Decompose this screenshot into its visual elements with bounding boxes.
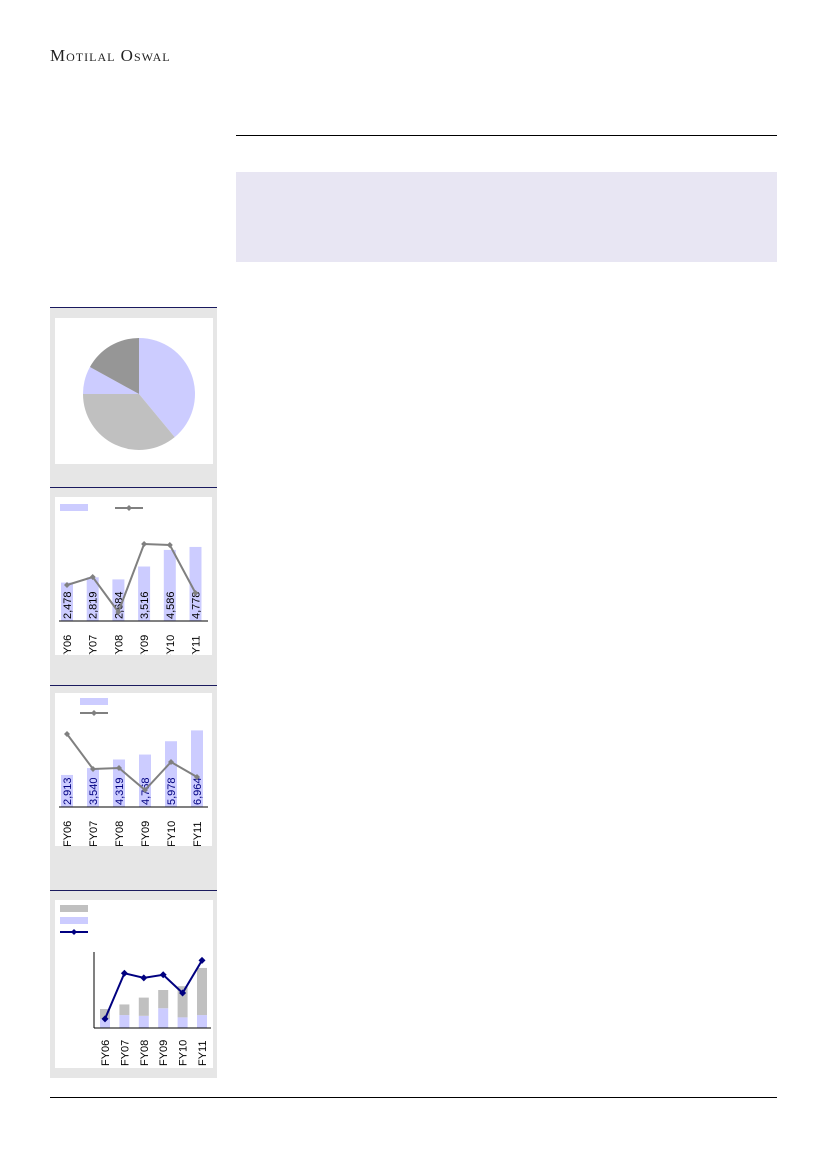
line-series [104,959,203,1020]
line-point [142,787,148,794]
pie-slice [83,367,139,394]
line-point [140,974,148,982]
pie-slice [89,338,139,394]
legend-marker [71,929,77,935]
x-tick-label: FY09 [139,635,151,655]
bar-segment [197,967,207,1016]
x-tick-label: FY10 [165,635,177,655]
bar-segment [100,1018,110,1028]
footer-rule [50,1097,777,1098]
bar [189,546,202,621]
legend-bar-swatch [60,504,88,511]
x-tick-label: FY09 [140,821,152,846]
bar [139,754,151,807]
x-tick-label: FY11 [192,822,204,846]
bar [138,566,151,621]
line-point [64,581,70,588]
bar-segment [158,990,169,1009]
x-tick-label: FY10 [166,821,178,846]
line-series [66,733,198,792]
x-tick-label: FY07 [119,1040,131,1066]
pie-chart-panel [50,307,217,488]
legend-bar-swatch [80,698,108,705]
line-point [64,731,70,738]
legend-marker [91,710,97,716]
x-tick-label: FY07 [88,635,100,655]
x-tick-label: FY06 [62,635,74,655]
data-label: 5,978 [166,777,178,805]
x-tick-label: FY07 [88,821,100,846]
x-tick-label: FY08 [114,821,126,846]
x-tick-label: FY09 [158,1040,170,1066]
x-tick-label: FY10 [178,1040,190,1066]
bar [61,774,73,807]
line-point [179,989,187,997]
line-point [192,590,199,597]
data-label: 3,540 [88,777,100,805]
x-tick-label: FY06 [100,1040,112,1066]
line-point [101,1015,109,1023]
data-label: 2,819 [88,591,100,619]
data-label: 3,516 [139,591,151,619]
line-point [89,573,96,580]
legend-marker [126,505,132,511]
line-point [115,609,122,616]
bar-segment [177,1017,188,1028]
legend-swatch [60,905,88,912]
bar [86,577,99,621]
data-label: 6,964 [192,777,204,805]
line-point [194,774,200,781]
line-point [120,969,128,977]
line-point [116,765,122,772]
bar [191,730,203,807]
data-label: 2,913 [62,777,74,805]
highlight-box [236,172,777,262]
bar [163,549,176,621]
bar [165,741,177,807]
bar-line-chart-2: 2,913FY063,540FY074,319FY084,768FY095,97… [59,698,208,847]
chart-panel-2: 2,478 FY06 2,819 FY07 2,684 FY08 3,516 FY09 4,58… [50,487,217,686]
line-point [159,971,167,979]
bar-segment [100,1009,110,1019]
logo: Motilal Oswal [50,46,171,65]
x-tick-label: FY11 [197,1041,209,1066]
bar-segment [138,997,149,1016]
data-label: 2,478 [62,591,74,619]
bar-segment [158,1008,169,1028]
bar-line-chart-1: 2,478FY062,819FY072,684FY083,516FY094,58… [59,504,208,661]
data-label: 4,586 [165,591,177,619]
line-point [166,542,173,549]
bar [87,768,99,807]
pie-slice [83,394,175,450]
header-rule [236,135,777,136]
pie-slice [139,338,196,438]
bar-segment [138,1015,149,1028]
bar-segment [197,1015,207,1028]
legend-swatch [60,917,88,924]
pie-chart [83,338,196,450]
x-tick-label: FY06 [62,821,74,846]
x-tick-label: FY11 [191,636,203,655]
line-point [141,540,148,547]
line-point [168,758,174,765]
x-tick-label: FY08 [113,635,125,655]
chart-panel-4: FY06 FY07 FY08 FY09 FY10 FY11 [50,890,217,1078]
bar [112,579,125,621]
data-label: 4,319 [114,777,126,805]
data-label: 4,778 [191,591,203,619]
line-series [66,542,197,615]
bar-segment [177,986,188,1018]
stacked-bar-line-chart: FY06 FY07 FY08 FY09 FY10 FY11 [60,905,211,1066]
line-point [90,765,96,772]
line-point [198,956,206,964]
bar-segment [119,1004,130,1016]
chart-panel-3: 2,913FY063,540FY074,319FY084,768FY095,97… [50,685,217,891]
bar [61,582,73,621]
bar-segment [119,1015,130,1028]
x-tick-label: FY08 [139,1040,151,1066]
